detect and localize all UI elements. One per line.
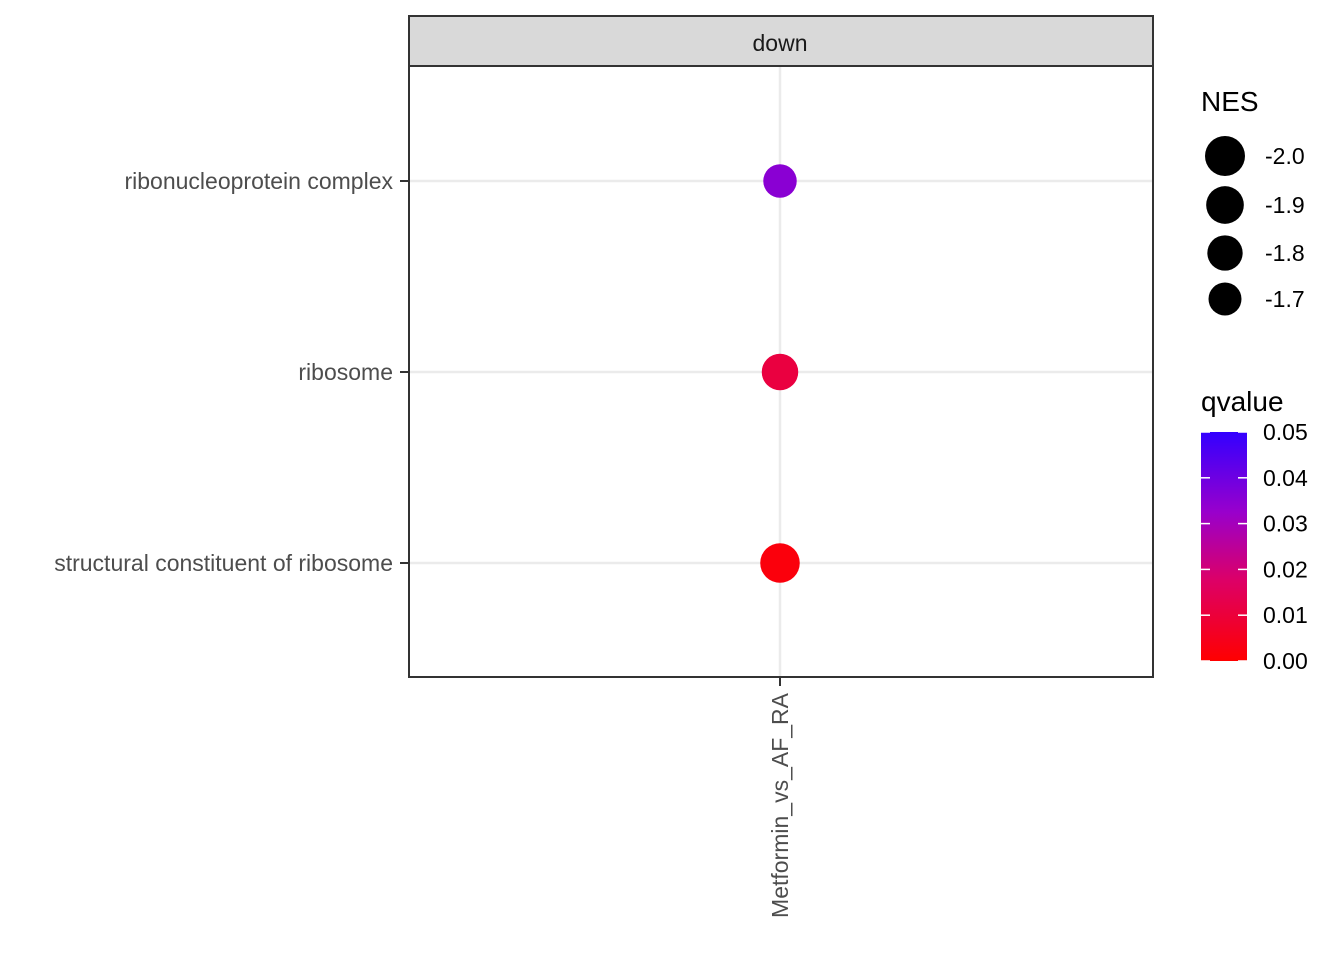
size-legend-key xyxy=(1205,136,1245,176)
color-legend-label: 0.01 xyxy=(1263,602,1308,628)
color-legend-label: 0.03 xyxy=(1263,511,1308,537)
data-point xyxy=(763,164,797,198)
color-legend-label: 0.02 xyxy=(1263,556,1308,582)
facet-strip xyxy=(408,15,1154,67)
size-legend: NES -2.0 -1.9 -1.8 -1.7 xyxy=(1201,86,1305,316)
size-legend-label: -1.7 xyxy=(1265,286,1305,312)
y-tick-label: ribonucleoprotein complex xyxy=(125,168,394,194)
color-legend: qvalue 0.05 0.04 0.03 0.02 0.01 0.00 xyxy=(1201,386,1308,674)
y-axis: structural constituent of ribosome riboso… xyxy=(54,168,409,576)
size-legend-key xyxy=(1206,186,1244,224)
data-points xyxy=(760,164,800,583)
size-legend-title: NES xyxy=(1201,86,1259,117)
color-legend-label: 0.05 xyxy=(1263,419,1308,445)
color-bar xyxy=(1201,432,1247,661)
size-legend-key xyxy=(1207,235,1243,271)
size-legend-label: -2.0 xyxy=(1265,143,1305,169)
data-point xyxy=(761,353,799,391)
color-legend-label: 0.04 xyxy=(1263,465,1308,491)
size-legend-label: -1.8 xyxy=(1265,240,1305,266)
x-tick-label: Metformin_vs_AF_RA xyxy=(767,692,793,918)
facet-label: down xyxy=(753,30,808,56)
data-point xyxy=(760,543,800,583)
size-legend-key xyxy=(1208,282,1242,316)
color-legend-title: qvalue xyxy=(1201,386,1284,417)
y-tick-label: structural constituent of ribosome xyxy=(54,550,393,576)
y-tick-label: ribosome xyxy=(298,359,393,385)
size-legend-label: -1.9 xyxy=(1265,192,1305,218)
x-axis: Metformin_vs_AF_RA xyxy=(767,677,793,918)
color-legend-label: 0.00 xyxy=(1263,648,1308,674)
